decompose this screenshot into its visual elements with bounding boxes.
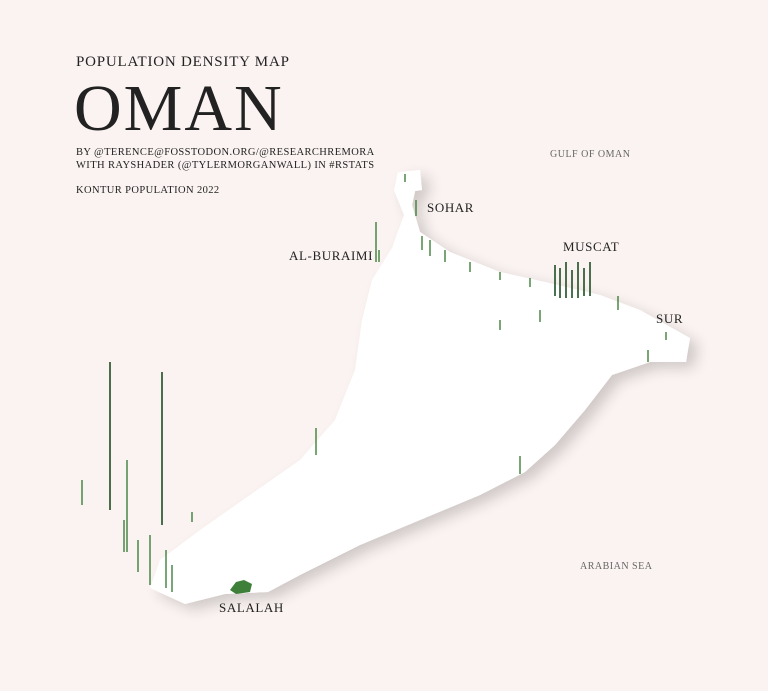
city-label: SALALAH <box>219 600 284 615</box>
city-label: SUR <box>656 311 683 326</box>
city-label: SOHAR <box>427 200 474 215</box>
city-label: AL-BURAIMI <box>289 248 373 263</box>
salalah-cluster <box>230 580 252 594</box>
population-spikes <box>81 174 667 594</box>
city-label: MUSCAT <box>563 239 619 254</box>
labels: GULF OF OMAN ARABIAN SEA SOHAR AL-BURAIM… <box>219 149 683 615</box>
header: POPULATION DENSITY MAP OMAN BY @TERENCE@… <box>74 54 375 196</box>
sea-label: ARABIAN SEA <box>580 561 653 572</box>
subtitle: POPULATION DENSITY MAP <box>76 54 290 70</box>
oman-territory <box>150 172 690 604</box>
credit-line: BY @TERENCE@FOSSTODON.ORG/@RESEARCHREMOR… <box>76 147 375 158</box>
title: OMAN <box>74 72 284 145</box>
credit-line: WITH RAYSHADER (@TYLERMORGANWALL) IN #RS… <box>76 160 374 171</box>
sea-label: GULF OF OMAN <box>550 149 630 160</box>
source: KONTUR POPULATION 2022 <box>76 185 220 196</box>
